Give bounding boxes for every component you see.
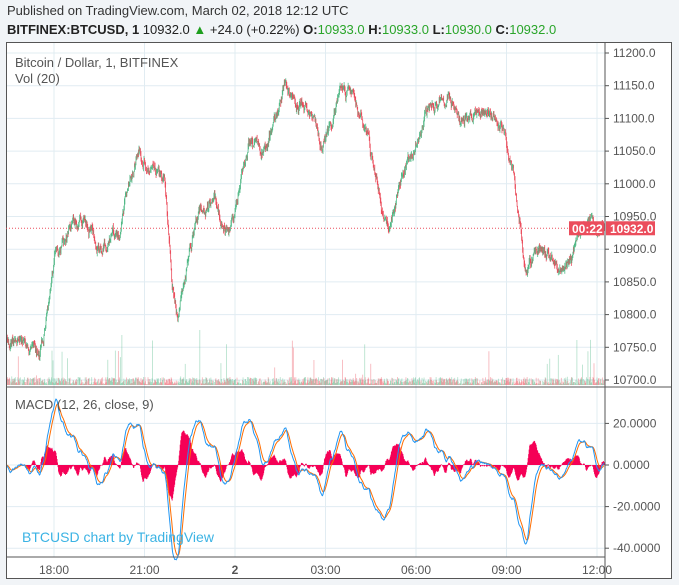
price-tick-label: 11150.0 (613, 79, 655, 93)
open-label: O: (303, 22, 318, 37)
macd-histogram (21, 430, 605, 501)
macd-tick-label: 20.0000 (613, 416, 657, 430)
plot-background (6, 42, 605, 557)
low-value: 10930.0 (444, 22, 492, 37)
price-tick-label: 10750.0 (613, 340, 657, 354)
current-price-label: 10932.0 (610, 222, 654, 236)
price-tick-label: 11100.0 (613, 111, 655, 125)
time-tick-label: 18:00 (39, 563, 69, 577)
price-tick-label: 10850.0 (613, 275, 657, 289)
time-tick-label: 06:00 (401, 563, 431, 577)
low-label: L: (432, 22, 445, 37)
time-tick-label: 2 (232, 563, 239, 577)
chart-frame (6, 42, 672, 579)
open-value: 10933.0 (317, 22, 365, 37)
high-label: H: (368, 22, 382, 37)
macd-legend: MACD (12, 26, close, 9) (15, 397, 154, 412)
triangle-up-icon: ▲ (193, 22, 207, 37)
price-tick-label: 11050.0 (613, 144, 656, 158)
macd-tick-label: -40.0000 (613, 541, 661, 555)
macd-line (6, 398, 605, 561)
price-tick-label: 10900.0 (613, 242, 657, 256)
last-price: 10932.0 (142, 22, 190, 37)
high-value: 10933.0 (381, 22, 429, 37)
time-tick-label: 03:00 (310, 563, 340, 577)
time-tick-label: 21:00 (129, 563, 159, 577)
close-label: C: (495, 22, 510, 37)
close-value: 10932.0 (509, 22, 557, 37)
price-chart[interactable]: 18:00 21:00 2 03:00 06:00 09:00 12:00 10700.0 10… (6, 42, 673, 579)
price-tick-label: 11200.0 (613, 46, 656, 60)
volume-bars (6, 330, 605, 385)
price-tick-label: 11000.0 (613, 177, 656, 191)
countdown-label: 00:22 (572, 222, 603, 236)
current-price-badge (606, 221, 655, 236)
price-change: +24.0 (+0.22%) (209, 22, 300, 37)
price-tick-label: 10950.0 (613, 210, 657, 224)
macd-tick-label: -20.0000 (613, 500, 661, 514)
countdown-badge (569, 221, 604, 236)
watermark: BTCUSD chart by TradingView (22, 529, 214, 545)
published-caption: Published on TradingView.com, March 02, … (7, 3, 349, 18)
symbol-info-bar: BITFINEX:BTCUSD, 1 10932.0 ▲ +24.0 (+0.2… (7, 22, 556, 37)
symbol-name: BITFINEX:BTCUSD, 1 (7, 22, 140, 37)
time-axis-background (6, 557, 605, 579)
price-tick-label: 10800.0 (613, 308, 657, 322)
time-tick-label: 12:00 (582, 563, 612, 577)
price-tick-label: 10700.0 (613, 373, 657, 387)
volume-legend: Vol (20) (15, 71, 60, 86)
axis-background (605, 42, 672, 579)
macd-tick-label: 0.0000 (613, 458, 650, 472)
chart-title: Bitcoin / Dollar, 1, BITFINEX (15, 55, 179, 70)
time-tick-label: 09:00 (491, 563, 521, 577)
